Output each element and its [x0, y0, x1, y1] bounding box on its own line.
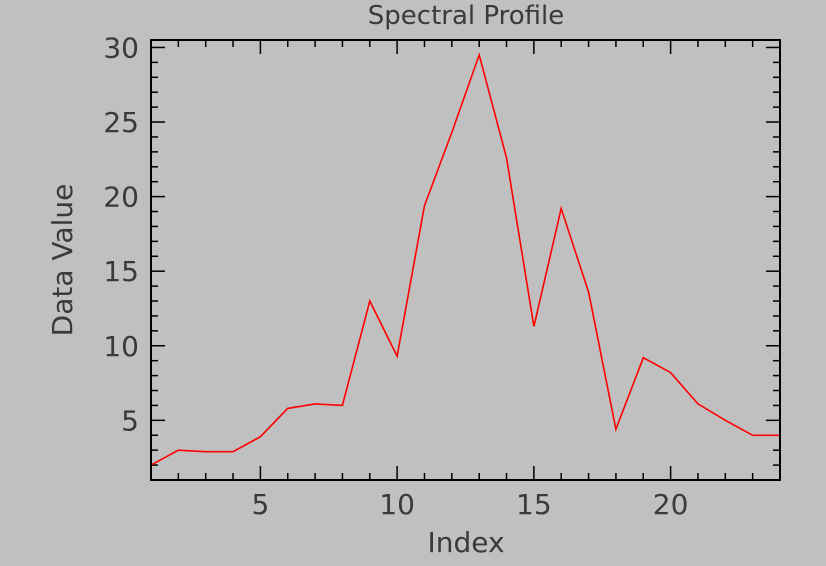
- y-tick-label: 20: [103, 181, 139, 214]
- x-axis-label: Index: [427, 526, 504, 559]
- y-axis-label: Data Value: [46, 184, 79, 337]
- x-tick-label: 20: [653, 488, 689, 521]
- x-tick-label: 10: [379, 488, 415, 521]
- chart-title: Spectral Profile: [368, 1, 564, 31]
- plot-frame: [150, 39, 781, 481]
- axis-ticks: 5 10 15 20 5 10 15 20 25 30: [103, 31, 781, 521]
- y-tick-label: 25: [103, 106, 139, 139]
- y-tick-label: 30: [103, 31, 139, 64]
- x-tick-label: 5: [251, 488, 269, 521]
- plot-series: [150, 52, 780, 466]
- y-tick-label: 15: [103, 255, 139, 288]
- series-line: [150, 52, 780, 466]
- y-tick-label: 10: [103, 330, 139, 363]
- y-tick-label: 5: [121, 404, 139, 437]
- x-tick-label: 15: [516, 488, 552, 521]
